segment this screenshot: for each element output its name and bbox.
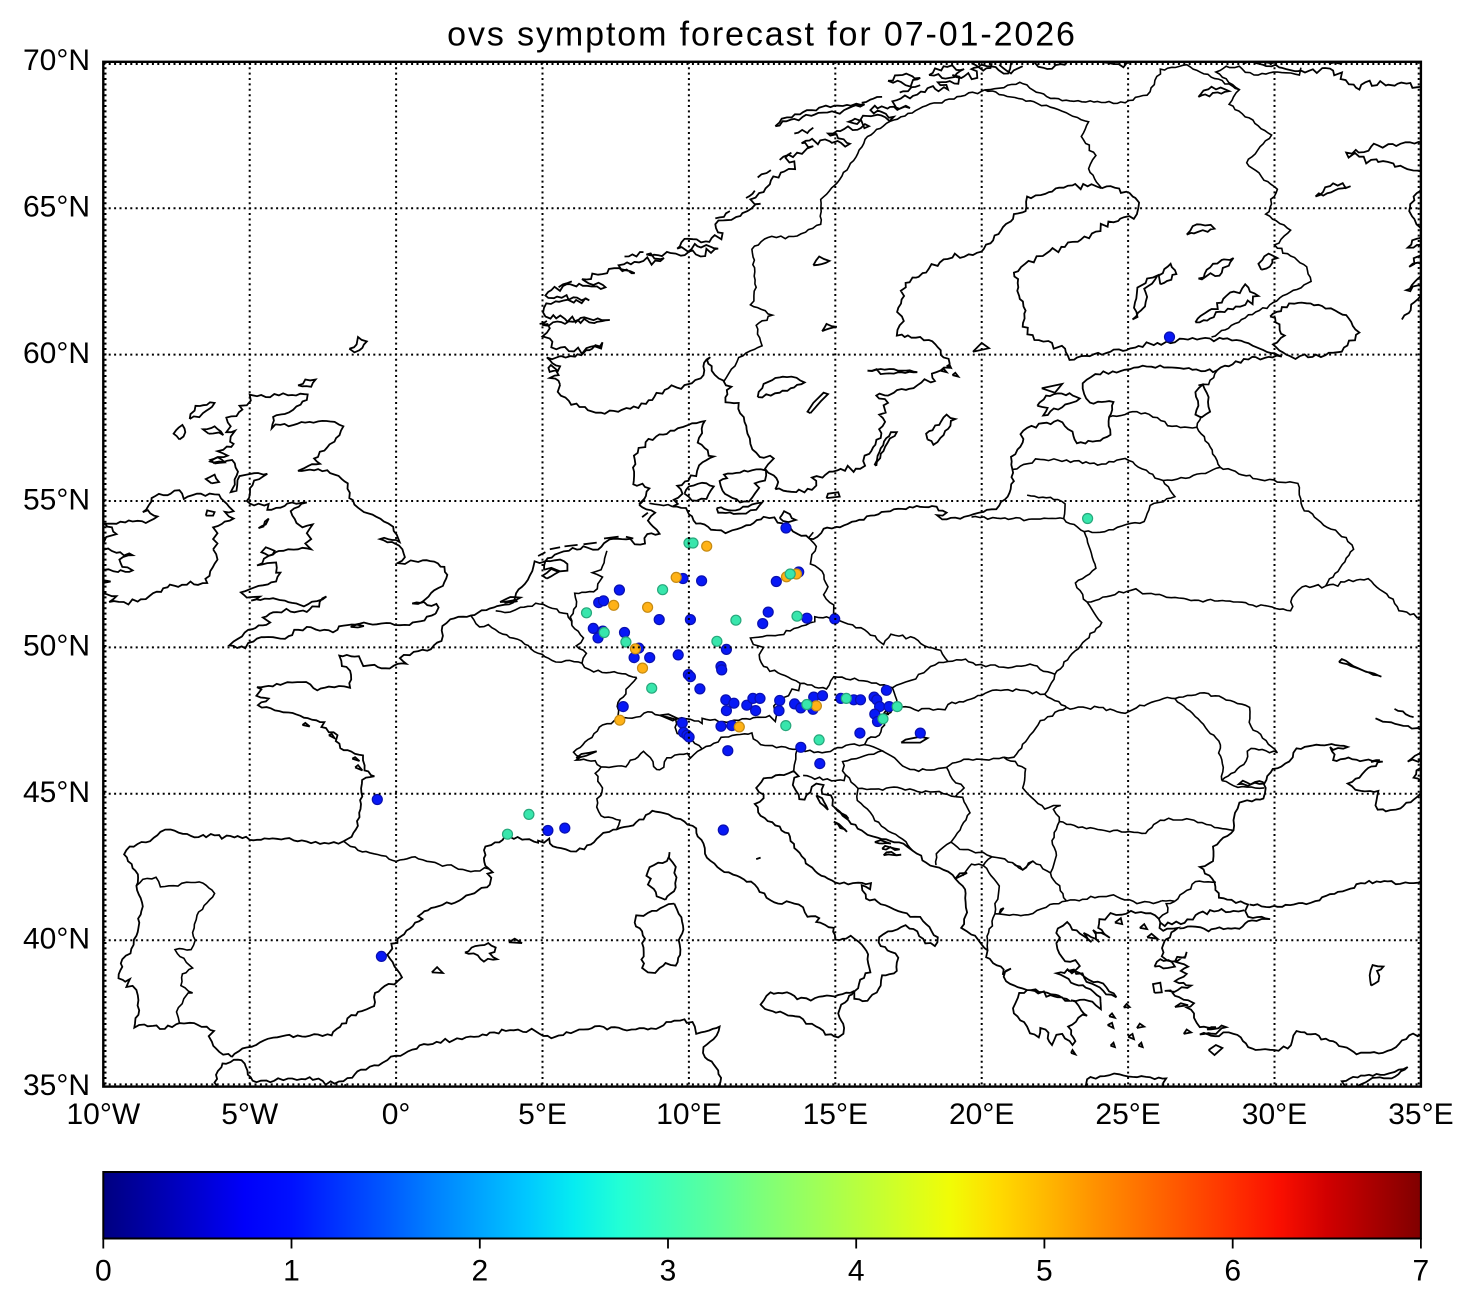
svg-text:50°N: 50°N (23, 630, 90, 663)
svg-text:10°W: 10°W (66, 1098, 140, 1131)
svg-text:0°: 0° (382, 1098, 411, 1131)
svg-text:35°N: 35°N (23, 1069, 90, 1102)
svg-text:5°E: 5°E (518, 1098, 567, 1131)
svg-text:6: 6 (1224, 1254, 1241, 1287)
svg-text:5°W: 5°W (221, 1098, 279, 1131)
svg-text:35°E: 35°E (1388, 1098, 1453, 1131)
svg-text:65°N: 65°N (23, 191, 90, 224)
svg-text:2: 2 (471, 1254, 488, 1287)
svg-text:5: 5 (1036, 1254, 1053, 1287)
svg-text:40°N: 40°N (23, 923, 90, 956)
svg-text:25°E: 25°E (1095, 1098, 1160, 1131)
svg-text:0: 0 (95, 1254, 112, 1287)
svg-text:3: 3 (660, 1254, 677, 1287)
svg-text:20°E: 20°E (949, 1098, 1014, 1131)
svg-text:1: 1 (283, 1254, 300, 1287)
svg-text:45°N: 45°N (23, 776, 90, 809)
svg-text:70°N: 70°N (23, 44, 90, 77)
svg-text:60°N: 60°N (23, 337, 90, 370)
svg-text:55°N: 55°N (23, 483, 90, 516)
svg-text:15°E: 15°E (803, 1098, 868, 1131)
svg-text:ovs symptom forecast for 07-01: ovs symptom forecast for 07-01-2026 (447, 16, 1077, 54)
svg-text:30°E: 30°E (1242, 1098, 1307, 1131)
svg-text:4: 4 (848, 1254, 865, 1287)
svg-text:7: 7 (1413, 1254, 1430, 1287)
svg-text:10°E: 10°E (656, 1098, 721, 1131)
